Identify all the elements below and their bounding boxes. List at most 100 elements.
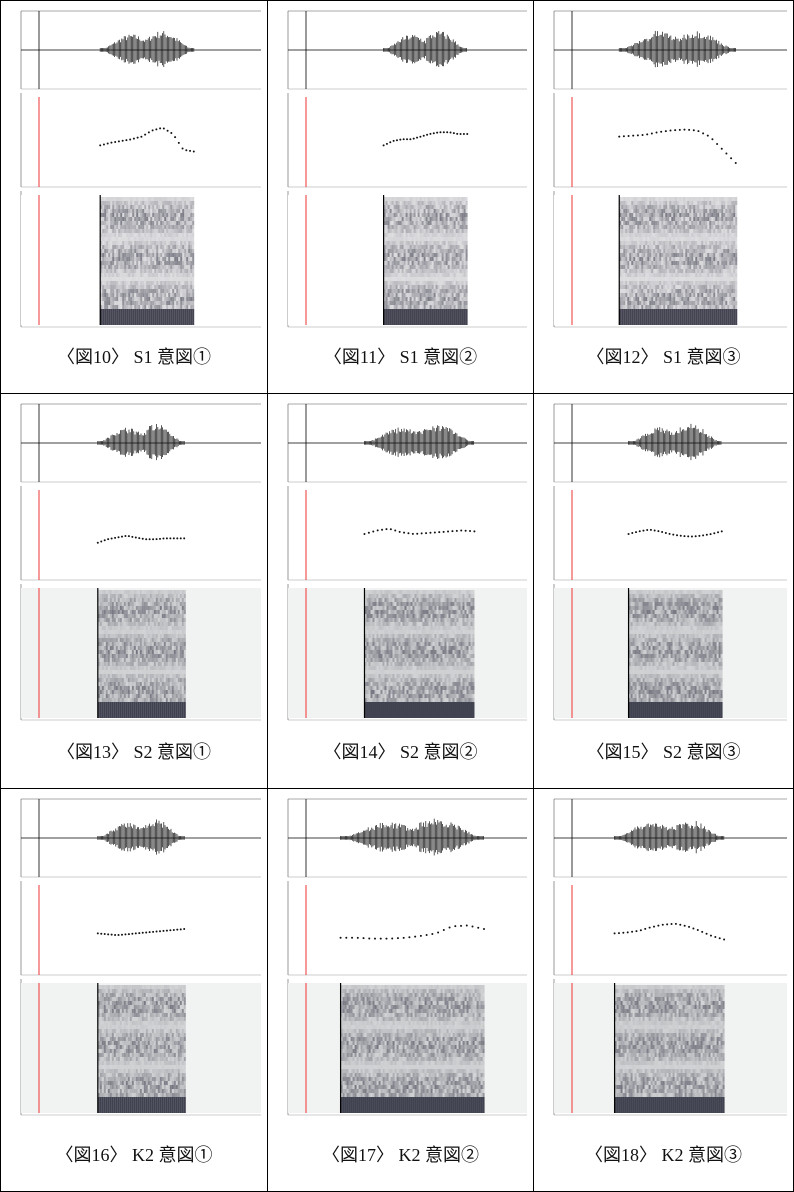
spectrogram-cell [657, 269, 659, 273]
spectrogram-cell [645, 237, 647, 241]
spectrogram-cell [404, 301, 406, 305]
spectrogram-cell [400, 301, 402, 305]
spectrogram-cell [120, 289, 122, 293]
spectrogram-cell [394, 297, 396, 301]
spectrogram-cell [729, 257, 731, 261]
spectrogram-cell [180, 221, 182, 225]
spectrogram-cell [388, 221, 390, 225]
spectrogram-cell [138, 257, 140, 261]
spectrogram-cell [388, 197, 390, 201]
spectrogram-cell [122, 305, 124, 309]
spectrogram-cell [138, 273, 140, 277]
spectrogram-cell [711, 281, 713, 285]
spectrogram-cell [390, 305, 392, 309]
spectrogram-cell [414, 233, 416, 237]
spectrogram-cell [422, 205, 424, 209]
spectrogram-cell [190, 281, 192, 285]
spectrogram-cell [388, 213, 390, 217]
spectrogram-cell [166, 309, 168, 313]
spectrogram-cell [635, 305, 637, 309]
spectrogram-cell [643, 201, 645, 205]
spectrogram-cell [667, 237, 669, 241]
spectrogram-cell [623, 297, 625, 301]
spectrogram-cell [456, 257, 458, 261]
spectrogram-cell [689, 289, 691, 293]
spectrogram-cell [166, 313, 168, 317]
spectrogram-cell [160, 229, 162, 233]
spectrogram-cell [659, 197, 661, 201]
spectrogram-cell [390, 205, 392, 209]
spectrogram-cell [645, 321, 647, 325]
spectrogram-cell [128, 237, 130, 241]
spectrogram-cell [164, 293, 166, 297]
spectrogram-cell [170, 281, 172, 285]
spectrogram-cell [404, 293, 406, 297]
spectrogram-cell [655, 217, 657, 221]
spectrogram-cell [166, 281, 168, 285]
spectrogram-cell [132, 305, 134, 309]
spectrogram-cell [683, 257, 685, 261]
spectrogram-cell [188, 233, 190, 237]
spectrogram-cell [414, 289, 416, 293]
spectrogram-cell [180, 301, 182, 305]
spectrogram-cell [448, 281, 450, 285]
spectrogram-cell [645, 277, 647, 281]
spectrogram-cell [410, 217, 412, 221]
spectrogram-cell [118, 217, 120, 221]
spectrogram-cell [442, 293, 444, 297]
spectrogram-cell [677, 217, 679, 221]
spectrogram-cell [428, 209, 430, 213]
spectrogram-cell [711, 221, 713, 225]
spectrogram-cell [723, 265, 725, 269]
spectrogram-cell [637, 253, 639, 257]
spectrogram-cell [158, 301, 160, 305]
spectrogram-cell [625, 225, 627, 229]
spectrogram-cell [112, 217, 114, 221]
spectrogram-cell [112, 229, 114, 233]
spectrogram-cell [156, 221, 158, 225]
spectrogram-cell [166, 297, 168, 301]
spectrogram-cell [422, 301, 424, 305]
spectrogram-cell [142, 313, 144, 317]
spectrogram-cell [647, 301, 649, 305]
spectrogram-cell [637, 205, 639, 209]
spectrogram-cell [677, 305, 679, 309]
spectrogram-cell [426, 301, 428, 305]
spectrogram-cell [396, 317, 398, 321]
spectrogram-cell [701, 269, 703, 273]
spectrogram-cell [717, 313, 719, 317]
spectrogram-cell [450, 241, 452, 245]
spectrogram-cell [450, 321, 452, 325]
spectrogram-cell [631, 265, 633, 269]
spectrogram-cell [436, 233, 438, 237]
spectrogram-cell [184, 233, 186, 237]
spectrogram-cell [715, 261, 717, 265]
spectrogram-cell [675, 305, 677, 309]
spectrogram-cell [148, 281, 150, 285]
spectrogram-cell [420, 285, 422, 289]
spectrogram-cell [687, 241, 689, 245]
spectrogram-cell [424, 261, 426, 265]
spectrogram-cell [440, 277, 442, 281]
spectrogram-cell [641, 209, 643, 213]
spectrogram-cell [693, 245, 695, 249]
spectrogram-cell [647, 289, 649, 293]
spectrogram-cell [158, 309, 160, 313]
spectrogram-cell [154, 313, 156, 317]
spectrogram-cell [390, 269, 392, 273]
spectrogram-cell [719, 285, 721, 289]
spectrogram-cell [182, 317, 184, 321]
spectrogram-cell [438, 225, 440, 229]
spectrogram-cell [665, 217, 667, 221]
spectrogram-cell [118, 249, 120, 253]
spectrogram-cell [697, 317, 699, 321]
spectrogram-cell [192, 253, 194, 257]
spectrogram-cell [450, 225, 452, 229]
spectrogram-cell [653, 221, 655, 225]
spectrogram-cell [426, 273, 428, 277]
spectrogram-cell [166, 209, 168, 213]
spectrogram-cell [108, 293, 110, 297]
spectrogram-cell [104, 301, 106, 305]
spectrogram-cell [669, 245, 671, 249]
spectrogram-cell [418, 221, 420, 225]
